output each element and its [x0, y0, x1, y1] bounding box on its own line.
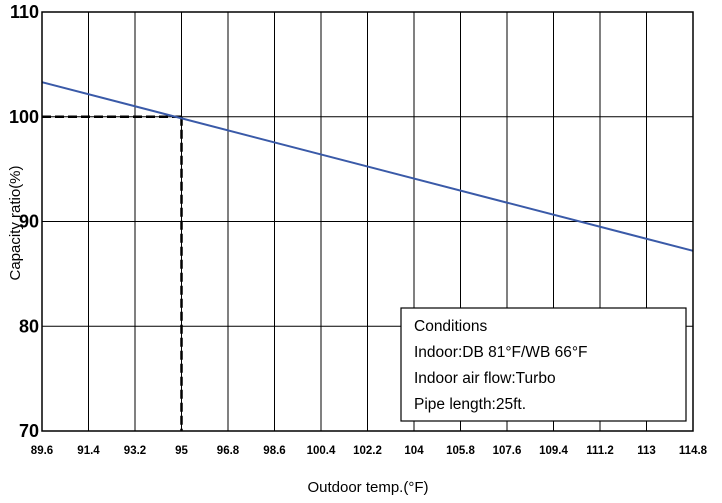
conditions-box-frame: [400, 307, 687, 422]
x-tick-label: 100.4: [307, 445, 336, 457]
x-tick-label: 105.8: [446, 445, 475, 457]
y-tick-label: 70: [19, 421, 39, 441]
y-tick-label: 80: [19, 316, 39, 336]
x-tick-label: 96.8: [217, 445, 240, 457]
x-tick-label: 89.6: [31, 445, 53, 457]
x-tick-label: 114.8: [679, 445, 708, 457]
x-tick-label: 111.2: [586, 445, 614, 457]
x-tick-label: 107.6: [493, 445, 522, 457]
plot-frame: [41, 11, 694, 432]
x-tick-label: 113: [637, 445, 656, 457]
x-tick-labels: 89.6 91.4 93.2 95 96.8 98.6 100.4 102.2 104 105.8…: [31, 445, 708, 457]
y-tick-labels: 70 80 90 100 110: [9, 2, 39, 441]
series-line-capacity: [41, 81, 694, 252]
series-group: [41, 81, 694, 252]
conditions-line: Indoor air flow:Turbo: [414, 370, 556, 387]
conditions-box: Conditions Indoor:DB 81°F/WB 66°F Indoor a…: [400, 307, 687, 422]
x-tick-label: 91.4: [77, 445, 100, 457]
y-tick-label: 90: [19, 212, 39, 232]
conditions-line: Indoor:DB 81°F/WB 66°F: [414, 344, 588, 361]
x-tick-label: 102.2: [353, 445, 382, 457]
x-tick-label: 95: [175, 445, 188, 457]
x-tick-label: 109.4: [539, 445, 568, 457]
x-tick-label: 98.6: [263, 445, 285, 457]
x-tick-label: 104: [404, 445, 424, 457]
conditions-line: Pipe length:25ft.: [414, 396, 526, 413]
y-axis-label: Capacity ratio(%): [7, 165, 24, 280]
reference-lines: [42, 115, 183, 431]
y-tick-label: 110: [10, 2, 39, 22]
conditions-line: Conditions: [414, 318, 487, 335]
y-tick-label: 100: [9, 107, 39, 127]
x-tick-label: 93.2: [124, 445, 146, 457]
x-axis-label: Outdoor temp.(°F): [307, 479, 428, 496]
